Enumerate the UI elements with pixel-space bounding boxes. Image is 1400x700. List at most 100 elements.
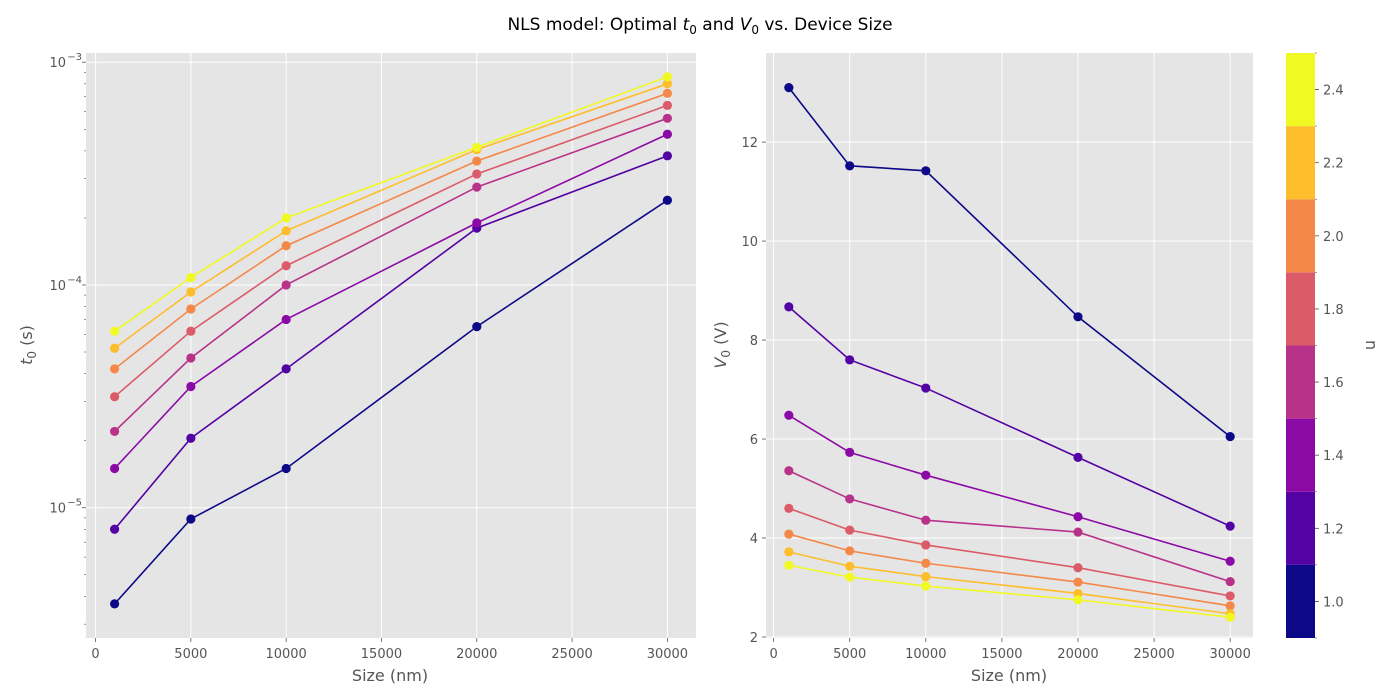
- colorbar-tick-label: 1.6: [1323, 376, 1344, 391]
- left-data-point: [186, 272, 196, 283]
- left-y-tick-exponent: −3: [67, 52, 82, 63]
- left-data-point: [281, 364, 291, 374]
- colorbar-label: n: [1362, 340, 1381, 350]
- right-data-point: [784, 83, 794, 93]
- left-y-tick-label: 10−4: [49, 275, 82, 294]
- left-data-point: [472, 182, 482, 192]
- left-x-tick-label: 25000: [551, 647, 592, 662]
- right-data-point: [784, 410, 794, 420]
- right-data-point: [784, 547, 794, 557]
- left-x-tick-label: 20000: [456, 647, 497, 662]
- left-data-point: [186, 304, 196, 314]
- left-x-tick-label: 15000: [361, 647, 402, 662]
- left-x-tick-label: 0: [91, 647, 99, 662]
- right-data-point: [845, 447, 855, 458]
- right-data-point: [921, 166, 931, 176]
- left-data-point: [281, 463, 291, 474]
- colorbar-tick-label: 1.0: [1323, 595, 1344, 610]
- right-data-point: [921, 515, 931, 525]
- left-data-point: [109, 343, 120, 353]
- left-data-point: [109, 463, 120, 474]
- right-data-point: [784, 503, 794, 513]
- left-x-tick-label: 30000: [647, 647, 688, 662]
- left-data-point: [472, 218, 482, 228]
- right-data-point: [784, 302, 794, 312]
- right-y-axis-label: V0 (V): [711, 321, 733, 368]
- left-x-tick-label: 5000: [174, 647, 207, 662]
- colorbar-segment: [1286, 126, 1315, 200]
- right-y-tick-label: 8: [750, 334, 758, 349]
- colorbar-tick-label: 2.0: [1323, 230, 1344, 245]
- colorbar-segment: [1286, 199, 1315, 273]
- colorbar-segment: [1286, 345, 1315, 419]
- left-y-tick-exponent: −4: [67, 275, 82, 286]
- right-data-point: [1073, 452, 1083, 462]
- left-data-point: [662, 100, 673, 110]
- left-data-point: [109, 426, 120, 437]
- right-data-point: [1073, 595, 1083, 605]
- left-data-point: [472, 322, 482, 332]
- left-x-axis-label: Size (nm): [352, 666, 428, 685]
- right-data-point: [921, 581, 931, 591]
- colorbar-tick-label: 1.2: [1323, 522, 1344, 537]
- right-x-tick-label: 0: [769, 647, 777, 662]
- left-y-tick-label: 10−3: [49, 52, 82, 71]
- colorbar-segment: [1286, 491, 1315, 565]
- left-data-point: [281, 314, 291, 325]
- left-data-point: [109, 599, 120, 609]
- left-data-point: [472, 169, 482, 179]
- right-y-tick-label: 4: [750, 532, 758, 547]
- right-y-tick-label: 10: [741, 235, 758, 250]
- left-data-point: [662, 195, 673, 205]
- right-data-point: [1225, 601, 1235, 611]
- right-x-axis-label: Size (nm): [971, 666, 1047, 685]
- right-x-tick-label: 30000: [1209, 647, 1250, 662]
- left-data-point: [662, 113, 673, 123]
- left-data-point: [109, 326, 120, 336]
- left-y-tick-exponent: −5: [67, 498, 82, 509]
- right-data-point: [1073, 527, 1083, 537]
- t0-vs-size-chart: 0 5000 10000 15000 20000 25000 30000 10−5 10−4 10…: [49, 52, 696, 662]
- left-x-tick-label: 10000: [265, 647, 306, 662]
- right-data-point: [784, 466, 794, 476]
- colorbar-tick-label: 1.8: [1323, 303, 1344, 318]
- colorbar-tick-label: 1.4: [1323, 449, 1344, 464]
- left-plot-background: [86, 53, 696, 638]
- left-y-tick-label: 10−5: [49, 498, 82, 517]
- right-data-point: [1225, 556, 1235, 566]
- colorbar-tick-label: 2.2: [1323, 157, 1344, 172]
- left-data-point: [472, 142, 482, 152]
- right-data-point: [1225, 591, 1235, 601]
- right-data-point: [1225, 521, 1235, 531]
- left-data-point: [186, 326, 196, 336]
- right-data-point: [845, 525, 855, 535]
- left-data-point: [472, 156, 482, 166]
- right-data-point: [784, 560, 794, 570]
- right-x-tick-label: 5000: [833, 647, 866, 662]
- right-data-point: [845, 561, 855, 571]
- right-data-point: [921, 540, 931, 550]
- right-data-point: [1073, 588, 1083, 599]
- right-plot-background: [766, 53, 1253, 638]
- left-data-point: [186, 287, 196, 297]
- right-x-tick-label: 20000: [1057, 647, 1098, 662]
- right-x-tick-label: 10000: [905, 647, 946, 662]
- left-data-point: [662, 72, 673, 82]
- colorbar-segment: [1286, 272, 1315, 346]
- figure-title: NLS model: Optimal t0 and V0 vs. Device …: [507, 15, 892, 37]
- left-data-point: [109, 364, 120, 374]
- left-data-point: [109, 392, 120, 402]
- right-data-point: [1073, 563, 1083, 573]
- right-data-point: [1225, 431, 1235, 442]
- right-y-tick-label: 2: [750, 631, 758, 646]
- right-y-tick-label: 12: [741, 136, 758, 151]
- right-y-tick-label: 6: [750, 433, 758, 448]
- right-data-point: [1073, 577, 1083, 587]
- right-data-point: [921, 572, 931, 582]
- right-x-tick-label: 15000: [981, 647, 1022, 662]
- left-data-point: [281, 280, 291, 290]
- left-data-point: [186, 353, 196, 363]
- right-data-point: [845, 572, 855, 582]
- right-data-point: [784, 529, 794, 539]
- right-data-point: [845, 494, 855, 504]
